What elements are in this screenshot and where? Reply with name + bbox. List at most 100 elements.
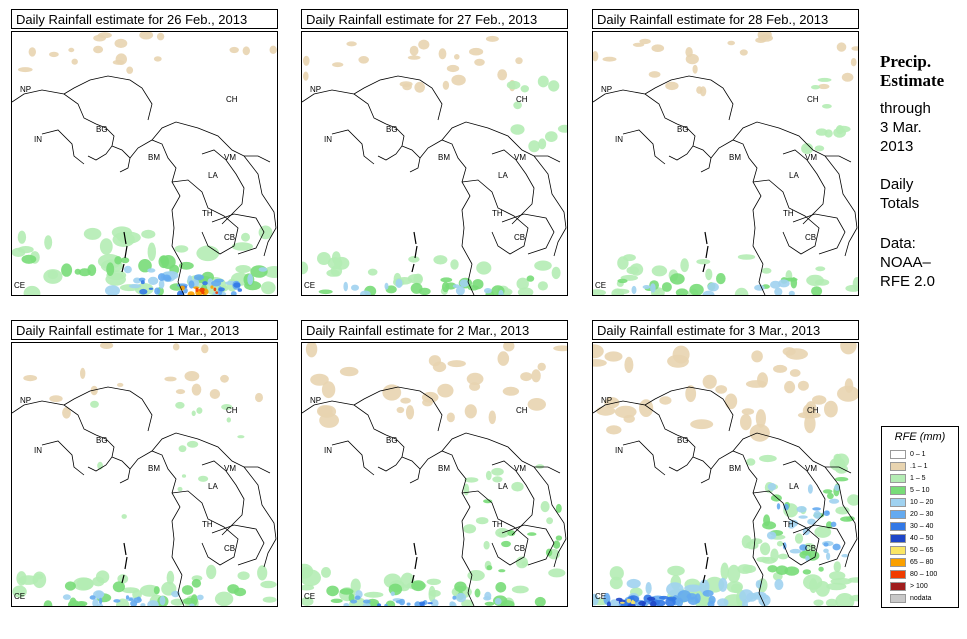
- country-border: [211, 213, 265, 255]
- country-label: IN: [324, 135, 332, 144]
- rainfall-area: [526, 275, 535, 282]
- legend-label: 40 – 50: [910, 535, 934, 542]
- rainfall-area: [788, 290, 795, 295]
- rainfall-area: [626, 598, 632, 603]
- rainfall-area: [261, 281, 276, 295]
- rainfall-area: [650, 600, 657, 606]
- island-outline: [414, 245, 418, 259]
- rainfall-area: [841, 554, 849, 558]
- island-outline: [124, 245, 128, 259]
- country-label: CB: [224, 544, 235, 553]
- rainfall-map: NP CH IN BG BM VM LA TH CB CE: [11, 342, 278, 607]
- island-outline: [704, 231, 708, 245]
- rainfall-area: [784, 566, 800, 576]
- rainfall-area: [196, 407, 203, 414]
- rainfall-area: [826, 552, 831, 561]
- rainfall-area: [117, 382, 124, 387]
- country-border: [401, 145, 421, 173]
- rainfall-area: [811, 286, 823, 295]
- rainfall-area: [789, 369, 801, 377]
- rainfall-area: [181, 585, 194, 595]
- rainfall-area: [707, 282, 719, 292]
- rainfall-area: [326, 585, 339, 597]
- rainfall-area: [497, 69, 508, 81]
- rainfall-area: [214, 278, 224, 283]
- rainfall-area: [241, 232, 250, 242]
- rainfall-area: [455, 286, 465, 295]
- country-border: [758, 263, 766, 295]
- country-border: [782, 149, 826, 225]
- rainfall-area: [776, 540, 784, 547]
- rainfall-area: [318, 289, 333, 295]
- rainfall-area: [362, 599, 371, 604]
- legend-swatch: [890, 509, 906, 519]
- country-border: [792, 524, 846, 566]
- rainfall-area: [814, 279, 830, 286]
- country-label: CH: [226, 95, 238, 104]
- rainfall-area: [676, 597, 684, 606]
- map-svg: NP CH IN BG BM VM LA TH CB CE: [12, 32, 277, 295]
- rainfall-area: [484, 601, 495, 606]
- rainfall-area: [463, 524, 477, 534]
- rainfall-area: [630, 600, 636, 605]
- rainfall-area: [140, 603, 146, 606]
- map-svg: NP CH IN BG BM VM LA TH CB CE: [593, 32, 858, 295]
- side-daily-line1: Daily: [880, 176, 914, 193]
- country-label: CB: [805, 544, 816, 553]
- country-border: [151, 121, 271, 163]
- rainfall-area: [440, 277, 453, 283]
- rainfall-area: [76, 577, 94, 590]
- rainfall-area: [303, 71, 309, 81]
- rainfall-area: [181, 474, 187, 478]
- country-border: [12, 89, 97, 125]
- rainfall-area: [339, 366, 359, 377]
- rainfall-area: [511, 585, 529, 594]
- rainfall-area: [221, 404, 233, 410]
- side-data-source: Data: NOAA– RFE 2.0: [880, 234, 935, 291]
- rainfall-area: [815, 128, 828, 136]
- rainfall-area: [548, 568, 566, 578]
- rainfall-area: [186, 440, 199, 448]
- country-label: IN: [34, 446, 42, 455]
- side-through-label: through: [880, 100, 931, 117]
- rainfall-area: [516, 277, 529, 290]
- rainfall-area: [513, 101, 522, 110]
- rainfall-area: [237, 571, 250, 580]
- country-border: [302, 400, 387, 436]
- rainfall-area: [520, 85, 529, 93]
- rainfall-area: [469, 382, 481, 391]
- rainfall-area: [427, 602, 433, 605]
- rainfall-area: [685, 47, 693, 58]
- rainfall-area: [114, 38, 128, 48]
- rainfall-area: [502, 386, 520, 396]
- rainfall-area: [419, 601, 425, 605]
- country-label: BM: [729, 153, 741, 162]
- rainfall-area: [737, 254, 756, 260]
- panel-title: Daily Rainfall estimate for 26 Feb., 201…: [11, 9, 278, 29]
- rainfall-area: [773, 364, 788, 373]
- rainfall-area: [179, 261, 194, 270]
- rainfall-area: [815, 581, 830, 597]
- rainfall-area: [158, 255, 170, 269]
- rainfall-area: [515, 57, 523, 65]
- panel-title: Daily Rainfall estimate for 2 Mar., 2013: [301, 320, 568, 340]
- rainfall-area: [198, 475, 209, 482]
- rainfall-area: [690, 419, 714, 430]
- side-title: Precip. Estimate: [880, 52, 944, 90]
- rainfall-area: [814, 526, 832, 538]
- rainfall-area: [609, 599, 620, 606]
- rainfall-area: [551, 266, 561, 280]
- rainfall-area: [209, 389, 221, 399]
- rainfall-area: [158, 279, 165, 289]
- rainfall-area: [593, 359, 607, 367]
- rainfall-area: [449, 601, 457, 606]
- rainfall-area: [446, 64, 460, 73]
- side-daily-line2: Totals: [880, 195, 920, 212]
- rainfall-area: [832, 543, 841, 551]
- country-label: TH: [492, 209, 503, 218]
- legend-item: .1 – 1: [890, 461, 928, 472]
- country-label: TH: [492, 520, 503, 529]
- rainfall-area: [474, 588, 481, 598]
- country-border: [171, 490, 239, 566]
- rainfall-area: [454, 54, 460, 60]
